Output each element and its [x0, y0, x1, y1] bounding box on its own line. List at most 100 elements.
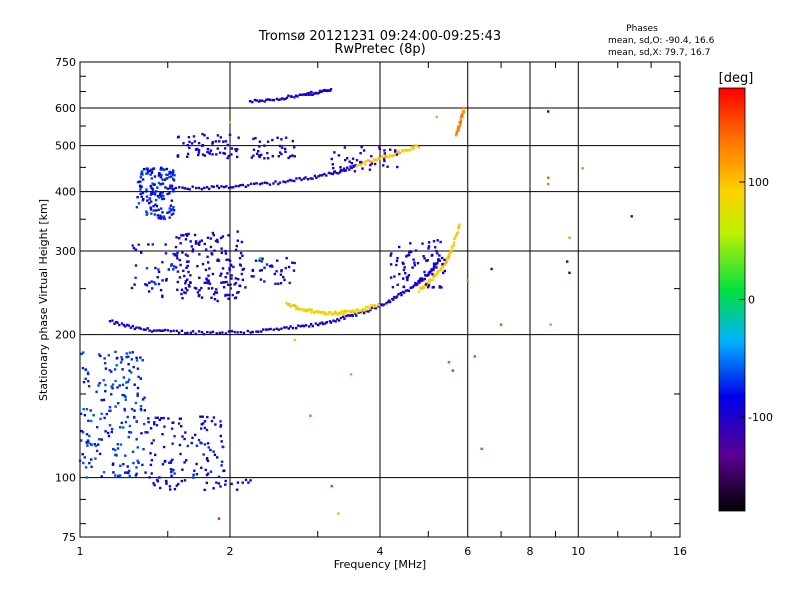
data-point — [392, 153, 395, 157]
data-point — [240, 240, 244, 244]
data-point — [396, 283, 399, 286]
data-point — [100, 438, 103, 441]
data-point — [178, 237, 181, 240]
data-point — [459, 119, 463, 123]
data-point — [343, 146, 347, 149]
data-point — [145, 267, 149, 270]
data-point — [186, 152, 190, 156]
data-point — [321, 89, 325, 93]
data-point — [271, 138, 274, 142]
data-point — [197, 151, 201, 154]
data-point — [329, 311, 332, 314]
data-point — [230, 329, 233, 333]
data-point — [391, 286, 395, 289]
data-point — [197, 330, 201, 333]
data-point — [428, 271, 431, 274]
data-point — [197, 186, 201, 190]
data-point — [146, 199, 149, 202]
data-point — [378, 305, 381, 308]
data-point — [88, 434, 91, 438]
data-point — [178, 186, 181, 189]
data-point — [234, 281, 238, 285]
data-point — [125, 355, 128, 359]
data-point — [152, 190, 156, 194]
data-point — [161, 294, 164, 297]
data-point — [278, 151, 282, 154]
data-point — [138, 326, 141, 329]
data-point — [281, 97, 284, 100]
data-point — [277, 155, 280, 158]
data-point — [81, 453, 84, 456]
data-point — [581, 167, 584, 170]
data-point — [425, 281, 428, 284]
data-point — [316, 92, 319, 95]
data-point — [272, 182, 275, 185]
data-point — [132, 365, 135, 369]
data-point — [227, 330, 231, 333]
data-point — [172, 170, 175, 174]
data-point — [186, 144, 189, 147]
data-point — [158, 476, 161, 479]
data-point — [162, 197, 166, 200]
data-point — [196, 291, 200, 294]
data-point — [119, 464, 122, 467]
data-point — [224, 249, 227, 253]
data-point — [217, 482, 221, 485]
colorbar-tick-label: 100 — [748, 176, 769, 189]
data-point — [134, 248, 138, 251]
data-point — [304, 176, 307, 179]
data-point — [296, 306, 299, 310]
data-point — [568, 271, 571, 274]
data-point — [90, 465, 93, 468]
data-point — [156, 276, 159, 279]
data-point — [367, 310, 370, 313]
data-point — [194, 148, 198, 151]
data-point — [247, 184, 250, 187]
data-point — [393, 154, 397, 157]
data-point — [266, 140, 270, 143]
data-point — [122, 463, 125, 466]
data-point — [263, 181, 266, 184]
data-point — [203, 443, 207, 446]
data-point — [354, 164, 357, 167]
data-point — [219, 424, 223, 427]
data-point — [442, 271, 445, 275]
data-point — [266, 151, 269, 155]
data-point — [186, 444, 189, 448]
data-point — [383, 152, 386, 155]
data-point — [111, 387, 114, 390]
data-point — [205, 186, 209, 189]
data-point — [103, 362, 107, 365]
data-point — [112, 471, 115, 474]
data-point — [304, 309, 307, 313]
data-point — [258, 269, 262, 272]
data-point — [212, 416, 216, 419]
data-point — [140, 251, 143, 254]
data-point — [193, 286, 197, 290]
data-point — [292, 269, 296, 272]
data-point — [440, 256, 444, 260]
data-point — [349, 165, 352, 168]
data-point — [169, 468, 173, 471]
data-point — [164, 186, 167, 189]
data-point — [338, 311, 342, 315]
data-point — [145, 172, 148, 175]
data-point — [212, 293, 216, 296]
data-point — [457, 231, 460, 234]
data-point — [232, 186, 235, 189]
data-point — [441, 262, 444, 266]
data-point — [169, 209, 173, 212]
data-point — [85, 433, 89, 436]
data-point — [107, 434, 111, 438]
data-point — [207, 274, 210, 277]
data-point — [98, 382, 101, 385]
data-point — [106, 431, 110, 435]
data-point — [220, 272, 223, 275]
data-point — [156, 480, 160, 483]
data-point — [434, 274, 437, 277]
data-point — [226, 272, 229, 275]
data-point — [80, 352, 83, 356]
data-point — [159, 182, 162, 186]
data-point — [161, 167, 164, 170]
